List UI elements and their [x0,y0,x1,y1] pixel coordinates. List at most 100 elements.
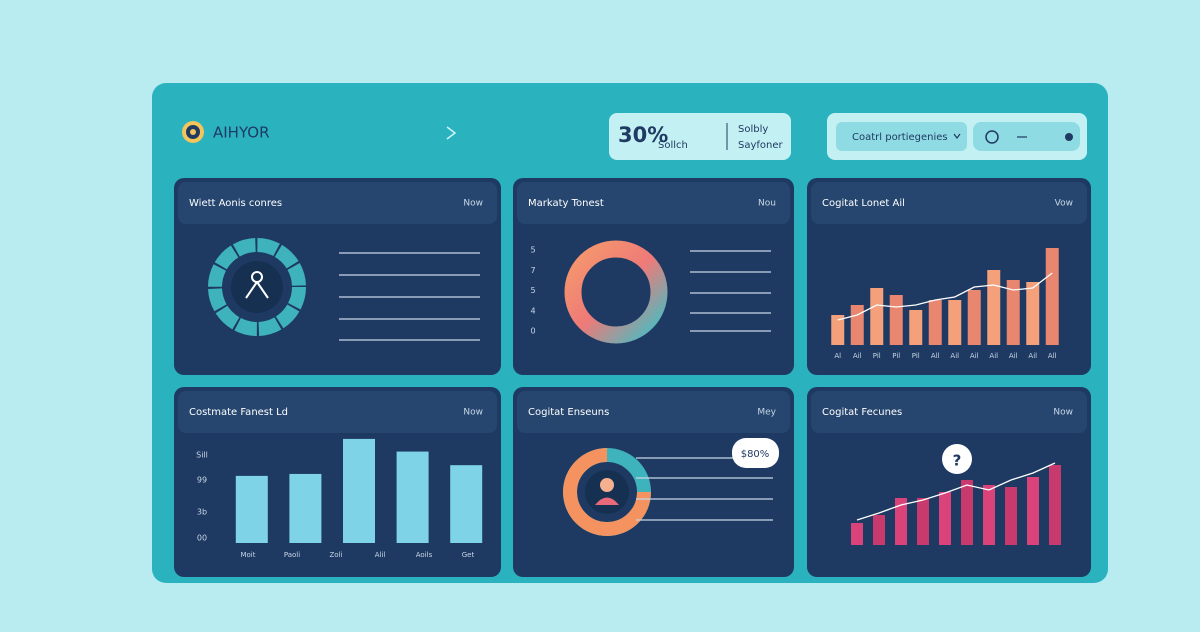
x-label: Pil [892,352,900,360]
axis-label: 99 [197,476,207,485]
x-label: Ail [950,352,959,360]
axis-label: 7 [530,266,535,275]
bar [928,300,942,345]
donut-arc [563,448,651,536]
bar [1027,477,1039,545]
panel-action[interactable]: Now [1053,408,1073,418]
x-label: Ail [1009,352,1018,360]
bar [1049,465,1061,545]
axis-label: 0 [530,327,535,336]
panel-action[interactable]: Mey [757,408,776,418]
bar [450,465,483,543]
search-icon[interactable] [985,130,999,144]
x-label: Ail [1028,352,1037,360]
stat-box [609,113,791,160]
bar [895,498,907,545]
callout-text: $80% [741,449,770,460]
panel [513,387,794,577]
stat-value: 30% [618,123,668,147]
x-label: Pil [912,352,920,360]
panel-header [811,391,1087,433]
bar [1026,282,1040,345]
bar [851,523,863,545]
callout-bubble [732,438,779,468]
panel-title: Cogitat Fecunes [822,407,902,418]
dropdown-label[interactable]: Coatrl portiegenies [852,132,948,143]
panel-title: Cogitat Enseuns [528,407,609,418]
x-label: Ail [853,352,862,360]
x-label: Pil [873,352,881,360]
avatar-body [595,497,619,505]
stat-sub: Sollch [658,140,688,151]
icon-body [245,281,269,299]
x-label: Zoli [330,551,343,559]
panel-title: Costmate Fanest Ld [189,407,288,418]
axis-label: 5 [530,246,535,255]
bar [235,475,268,543]
nav-chevron[interactable] [446,126,457,140]
logo [182,121,204,143]
callout-bubble [942,444,972,474]
panel-title: Markaty Tonest [528,198,604,209]
bar [889,295,903,345]
panel-header [811,182,1087,224]
bar [967,290,981,345]
donut-ring [208,238,306,336]
panel-header [178,391,497,433]
axis-label: 00 [197,534,207,543]
bar [917,498,929,545]
bar [948,300,962,345]
dropdown-caret[interactable] [953,133,961,139]
x-label: All [1048,352,1057,360]
panel-header [517,182,790,224]
panel-header [178,182,497,224]
x-label: Al [834,352,841,360]
x-label: Aoils [416,551,433,559]
trend-line [856,462,1056,521]
panel-title: Cogitat Lonet Ail [822,198,905,209]
bar [1006,280,1020,345]
bar [850,305,864,345]
callout-text: ? [953,452,962,470]
bar [396,451,429,543]
stat-item: Solbly [738,124,768,135]
bar [1045,248,1059,345]
trend-line [837,272,1053,321]
bar [983,485,995,545]
avatar-head [600,478,614,492]
bar [343,438,375,543]
stat-item: Sayfoner [738,140,784,151]
axis-label: 4 [530,306,535,315]
bar [961,480,973,545]
x-label: Alil [375,551,386,559]
bar [870,288,884,345]
logo-text: AIHYOR [213,124,270,142]
axis-label: 3b [197,508,207,517]
x-label: Ail [970,352,979,360]
panel-action[interactable]: Now [463,199,483,209]
axis-label: Sill [196,451,208,460]
panel-header [517,391,790,433]
axis-label: 5 [530,286,535,295]
panel-action[interactable]: Nou [758,199,776,209]
x-label: All [931,352,940,360]
search-dot[interactable] [1065,133,1073,141]
x-label: Moit [240,551,255,559]
bar [1005,487,1017,545]
panel-action[interactable]: Vow [1055,199,1073,209]
bar [987,270,1001,345]
bar [909,310,923,345]
x-label: Get [462,551,475,559]
panel-action[interactable]: Now [463,408,483,418]
x-label: Ail [989,352,998,360]
dropdown[interactable] [836,122,967,151]
donut [564,240,668,344]
bar [831,315,845,345]
bar [289,473,322,543]
bar [873,515,885,545]
panel-title: Wiett Aonis conres [189,198,282,209]
x-label: Paoli [284,551,300,559]
bar [939,492,951,545]
donut-center [231,261,283,313]
